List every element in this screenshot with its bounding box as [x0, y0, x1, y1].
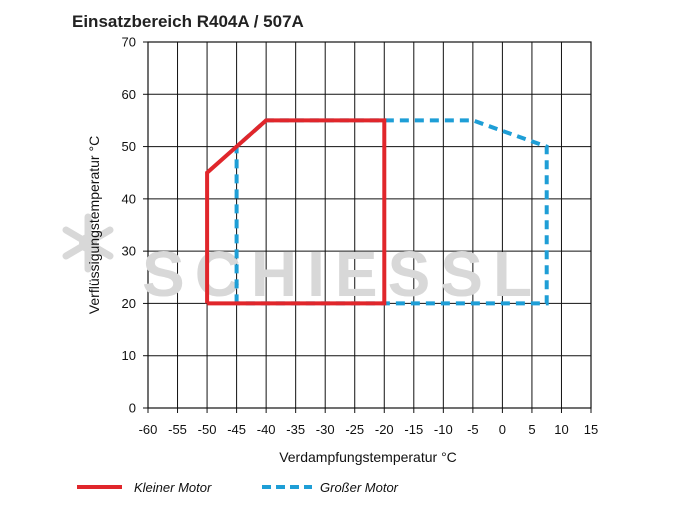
x-tick-label: 15	[584, 422, 598, 437]
y-axis-label: Verflüssigungstemperatur °C	[86, 136, 102, 314]
y-tick-label: 50	[122, 139, 136, 154]
y-tick-label: 10	[122, 348, 136, 363]
series-line-grosser-motor	[234, 118, 549, 306]
series	[205, 118, 549, 306]
plot-area	[147, 41, 592, 409]
legend-label-kleiner-motor: Kleiner Motor	[134, 480, 212, 495]
tick-labels: -60 -55 -50 -45 -40 -35 -30 -25 -20 -15 -10 -5 0 5 10 1…	[122, 35, 599, 438]
snowflake-icon	[62, 213, 114, 273]
x-tick-label: 5	[528, 422, 535, 437]
x-tick-label: -60	[139, 422, 158, 437]
x-tick-label: -20	[375, 422, 394, 437]
x-axis-label: Verdampfungstemperatur °C	[279, 449, 457, 465]
series-line-kleiner-motor	[205, 118, 387, 306]
x-tick-label: -15	[404, 422, 423, 437]
x-tick-label: -55	[168, 422, 187, 437]
x-tick-label: -10	[434, 422, 453, 437]
legend-label-grosser-motor: Großer Motor	[320, 480, 399, 495]
y-tick-label: 0	[129, 401, 136, 416]
x-tick-label: -50	[198, 422, 217, 437]
plot-frame	[147, 41, 592, 409]
watermark-text: SCHIESSL	[142, 238, 542, 310]
x-tick-label: -30	[316, 422, 335, 437]
y-tick-label: 60	[122, 87, 136, 102]
y-tick-label: 40	[122, 191, 136, 206]
x-tick-label: 10	[554, 422, 568, 437]
x-tick-label: 0	[499, 422, 506, 437]
y-tick-label: 70	[122, 35, 136, 50]
x-tick-label: -45	[227, 422, 246, 437]
x-tick-label: -5	[467, 422, 479, 437]
x-tick-label: -35	[286, 422, 305, 437]
y-tick-label: 30	[122, 244, 136, 259]
chart-title: Einsatzbereich R404A / 507A	[72, 12, 304, 31]
x-tick-label: -25	[345, 422, 364, 437]
legend: Kleiner Motor Großer Motor	[77, 480, 399, 495]
x-tick-label: -40	[257, 422, 276, 437]
y-tick-label: 20	[122, 296, 136, 311]
